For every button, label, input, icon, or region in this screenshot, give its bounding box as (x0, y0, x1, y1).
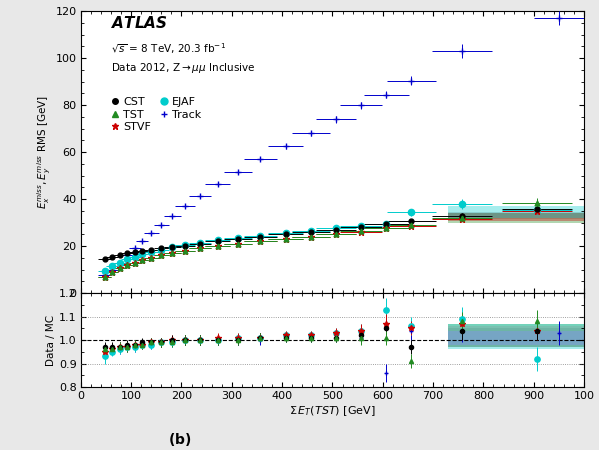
Text: Data 2012, Z$\rightarrow\mu\mu$ Inclusive: Data 2012, Z$\rightarrow\mu\mu$ Inclusiv… (111, 61, 256, 75)
Legend: CST, TST, STVF, EJAF, Track: CST, TST, STVF, EJAF, Track (107, 93, 206, 136)
Text: $\sqrt{s}$ = 8 TeV, 20.3 fb$^{-1}$: $\sqrt{s}$ = 8 TeV, 20.3 fb$^{-1}$ (111, 41, 226, 56)
Y-axis label: $E_x^{miss}, E_y^{miss}$ RMS [GeV]: $E_x^{miss}, E_y^{miss}$ RMS [GeV] (35, 95, 53, 209)
Text: $\bfit{ATLAS}$: $\bfit{ATLAS}$ (111, 15, 168, 32)
X-axis label: $\Sigma\,E_T(TST)$ [GeV]: $\Sigma\,E_T(TST)$ [GeV] (289, 404, 376, 418)
Text: $\bf{(b)}$: $\bf{(b)}$ (168, 431, 192, 448)
Y-axis label: Data / MC: Data / MC (46, 315, 56, 365)
